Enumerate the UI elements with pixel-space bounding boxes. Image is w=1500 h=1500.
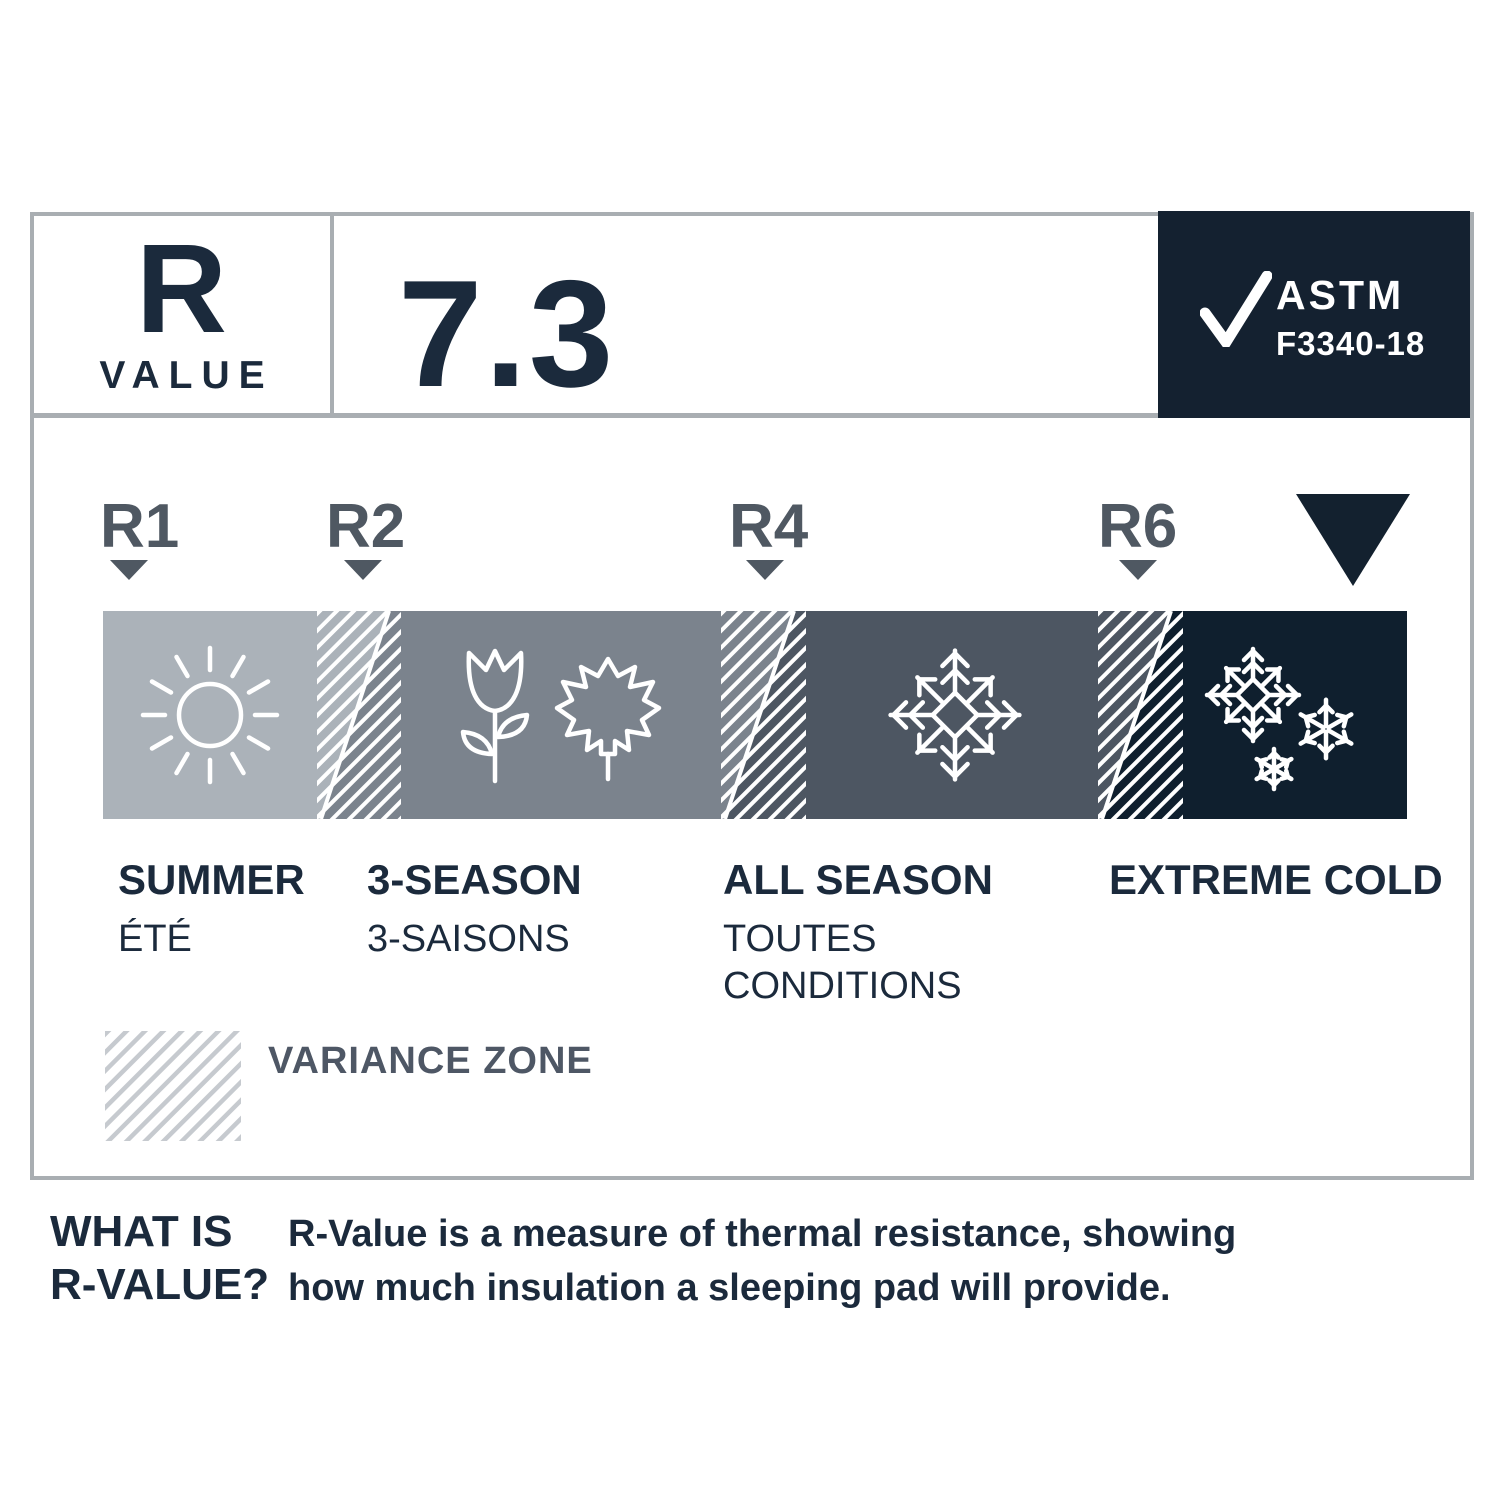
r-scale-band (103, 611, 1407, 819)
value-label: VALUE (99, 354, 274, 398)
footer-description: R-Value is a measure of thermal resistan… (288, 1208, 1236, 1316)
band-label-en: EXTREME COLD (1109, 856, 1443, 903)
astm-standard-name: ASTM (1276, 272, 1405, 318)
band-label-en: 3-SEASON (367, 856, 582, 903)
r-value-number: 7.3 (398, 249, 616, 419)
sun-icon (140, 645, 280, 785)
footer-heading: WHAT IS R-VALUE? (50, 1206, 269, 1312)
tulip-icon (460, 648, 530, 784)
variance-zone (721, 611, 806, 819)
marker-r6: R6 (1098, 492, 1178, 561)
footer-description-line1: R-Value is a measure of thermal resistan… (288, 1213, 1237, 1255)
band-label-fr: TOUTES (723, 918, 877, 961)
marker-triangle-icon (344, 560, 382, 580)
header-divider (30, 413, 1474, 418)
astm-standard-number: F3340-18 (1276, 325, 1426, 362)
marker-triangle-icon (110, 560, 148, 580)
band-label-all-season: ALL SEASON TOUTES CONDITIONS (723, 856, 993, 1009)
band-label-fr: CONDITIONS (723, 964, 962, 1007)
footer-heading-line2: R-VALUE? (50, 1259, 270, 1309)
marker-triangle-icon (1119, 560, 1157, 580)
band-label-en: SUMMER (118, 856, 305, 903)
r-label: R (136, 217, 228, 359)
band-label-summer: SUMMER ÉTÉ (118, 856, 305, 963)
variance-zone (317, 611, 401, 819)
maple-leaf-icon (554, 656, 662, 782)
footer-description-line2: how much insulation a sleeping pad will … (288, 1266, 1171, 1309)
r-value-label-cell: R VALUE (34, 216, 330, 413)
marker-r4: R4 (729, 492, 809, 561)
summer-band (103, 611, 318, 819)
marker-triangle-icon (746, 560, 784, 580)
three-season-band (400, 611, 722, 819)
marker-r1: R1 (100, 492, 180, 561)
variance-zone (1098, 611, 1183, 819)
variance-zone-label: VARIANCE ZONE (268, 1040, 593, 1082)
band-label-three-season: 3-SEASON 3-SAISONS (367, 856, 582, 963)
checkmark-icon (1200, 271, 1272, 347)
band-label-fr: 3-SAISONS (367, 918, 570, 961)
astm-badge: ASTM F3340-18 (1158, 211, 1470, 418)
band-label-fr: ÉTÉ (118, 918, 192, 961)
pointer-triangle-icon (1296, 494, 1410, 586)
header-cell-divider (330, 214, 334, 413)
extreme-cold-band (1182, 611, 1407, 819)
marker-r2: R2 (326, 492, 406, 561)
footer-heading-line1: WHAT IS (50, 1207, 233, 1256)
variance-hatch-swatch (105, 1031, 241, 1141)
band-label-en: ALL SEASON (723, 856, 993, 903)
band-label-extreme-cold: EXTREME COLD (1109, 856, 1443, 904)
all-season-band (805, 611, 1099, 819)
astm-text: ASTM F3340-18 (1276, 272, 1426, 362)
